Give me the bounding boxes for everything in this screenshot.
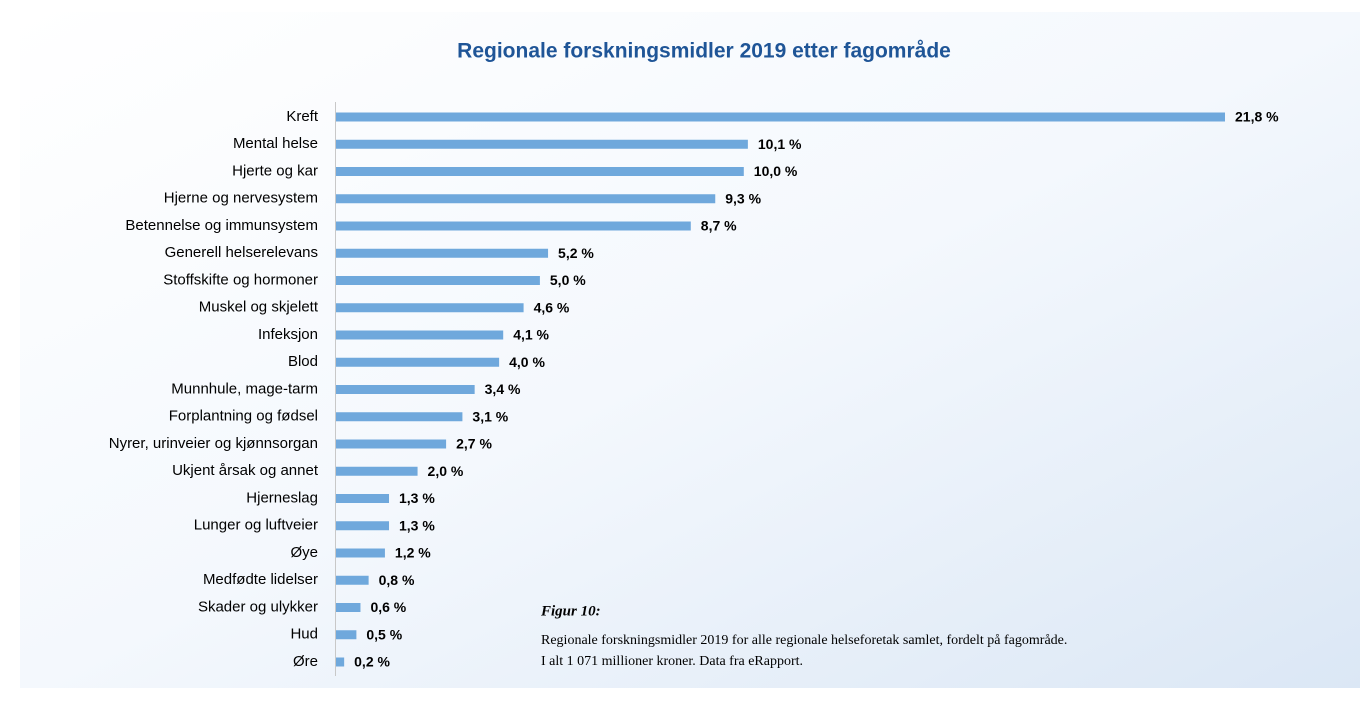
value-label: 5,2 % [558,245,594,261]
value-label: 0,2 % [354,654,390,670]
caption-label: Figur 10: [540,603,601,619]
bar [336,357,500,367]
bar [336,221,691,231]
category-label: Generell helserelevans [165,244,318,261]
value-label: 10,1 % [758,136,802,152]
category-label: Betennelse og immunsystem [125,217,318,234]
value-label: 8,7 % [701,218,737,234]
value-label: 3,4 % [485,381,521,397]
value-label: 2,0 % [428,463,464,479]
caption-line: Regionale forskningsmidler 2019 for alle… [541,633,1067,648]
bar [336,194,716,204]
category-label: Munnhule, mage-tarm [171,380,318,397]
category-label: Forplantning og fødsel [169,408,318,425]
bar [336,112,1225,122]
chart-background [20,12,1360,688]
category-label: Kreft [286,108,319,125]
category-label: Hjerte og kar [232,162,318,179]
category-label: Hjerne og nervesystem [164,190,318,207]
bar [336,276,540,285]
value-label: 3,1 % [472,408,508,424]
category-label: Hud [290,626,318,643]
value-label: 1,3 % [399,490,435,506]
category-label: Muskel og skjelett [199,299,319,316]
category-label: Ukjent årsak og annet [172,462,319,479]
bar [336,630,357,640]
category-label: Skader og ulykker [198,598,318,615]
category-label: Hjerneslag [246,489,318,506]
value-label: 21,8 % [1235,109,1279,125]
bar [336,439,447,449]
value-label: 10,0 % [754,163,798,179]
value-label: 0,8 % [379,572,415,588]
bar [336,248,549,258]
bar [336,575,369,585]
value-label: 1,2 % [395,545,431,561]
value-label: 0,6 % [370,599,406,615]
bar [336,330,504,340]
value-label: 0,5 % [366,626,402,642]
bar [336,494,390,503]
bar [336,303,524,313]
bar [336,603,361,612]
category-label: Blod [288,353,318,370]
category-label: Stoffskifte og hormoner [163,271,318,288]
caption-line: I alt 1 071 millioner kroner. Data fra e… [541,654,803,669]
category-label: Nyrer, urinveier og kjønnsorgan [109,435,318,452]
value-label: 4,1 % [513,327,549,343]
bar [336,385,475,394]
value-label: 4,6 % [534,299,570,315]
category-label: Øye [290,544,318,561]
bar [336,139,748,149]
bar [336,167,744,176]
value-label: 2,7 % [456,436,492,452]
category-label: Mental helse [233,135,318,152]
category-label: Infeksjon [258,326,318,343]
category-label: Medfødte lidelser [203,571,318,588]
value-label: 9,3 % [725,190,761,206]
category-label: Lunger og luftveier [194,517,318,534]
chart-title: Regionale forskningsmidler 2019 etter fa… [457,40,951,63]
bar [336,412,463,422]
bar [336,548,385,558]
bar [336,466,418,476]
value-label: 5,0 % [550,272,586,288]
value-label: 4,0 % [509,354,545,370]
category-label: Øre [293,653,318,670]
bar [336,657,345,667]
value-label: 1,3 % [399,517,435,533]
bar [336,521,390,531]
